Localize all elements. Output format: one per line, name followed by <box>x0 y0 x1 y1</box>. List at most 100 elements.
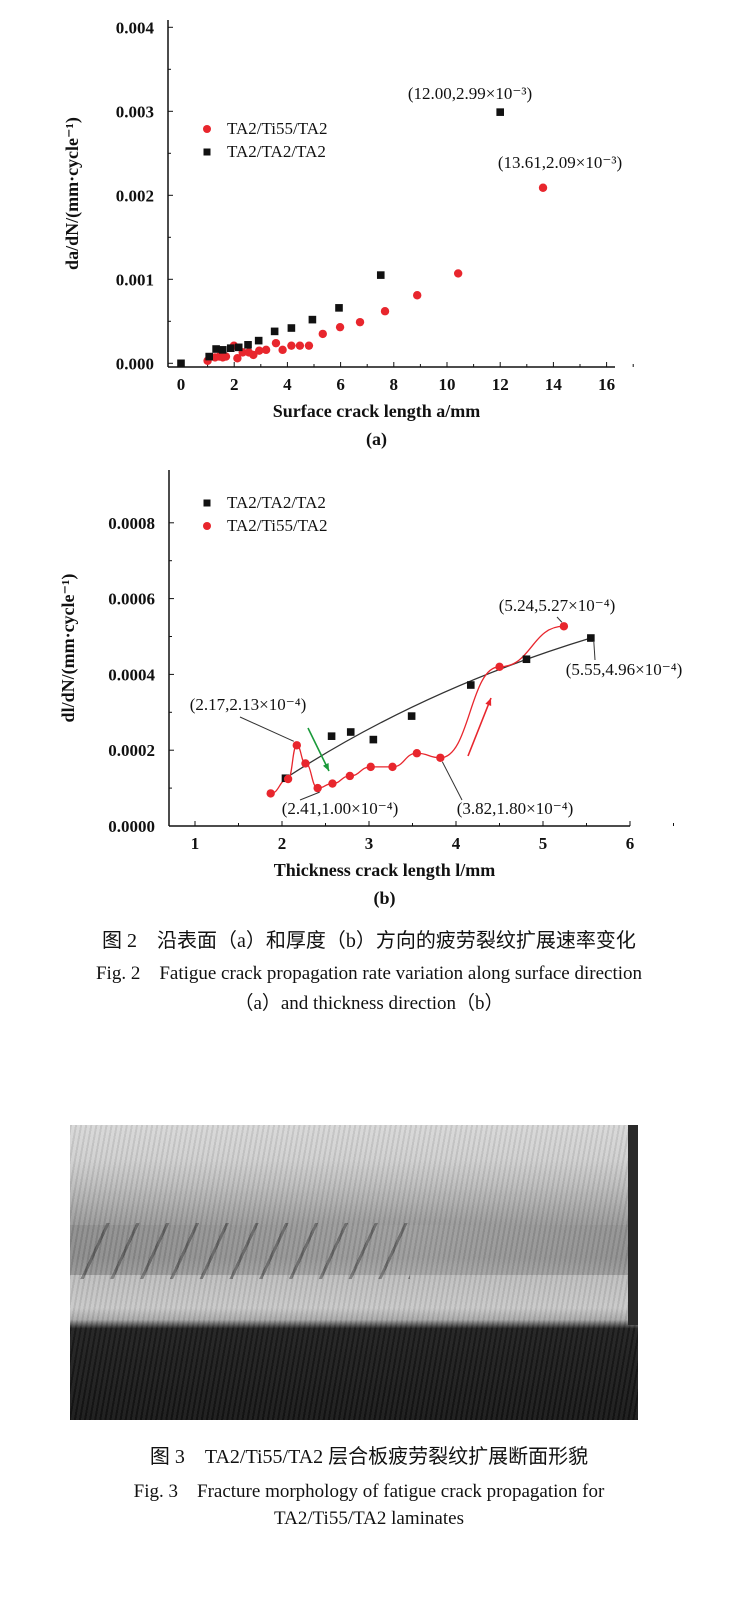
line-ti55 <box>270 625 564 795</box>
x-tick-label: 2 <box>230 375 239 394</box>
y-tick-label: 0.003 <box>116 102 154 121</box>
x-tick-label: 10 <box>439 375 456 394</box>
data-point-TA2/TA2/TA2 <box>496 108 504 116</box>
data-point-TA2/TA2/TA2 <box>177 359 185 368</box>
y-tick-label: 0.0004 <box>108 665 155 684</box>
panel-label: (b) <box>374 888 396 909</box>
x-tick-label: 4 <box>283 375 292 394</box>
data-point-TA2/TA2/TA2 <box>327 732 336 740</box>
fig3-caption-en-line2: TA2/Ti55/TA2 laminates <box>274 1508 464 1529</box>
annotation-label: (2.41,1.00×10⁻⁴) <box>282 799 399 818</box>
data-point-TA2/TA2/TA2 <box>270 327 279 336</box>
legend-label: TA2/Ti55/TA2 <box>227 119 328 138</box>
data-point-TA2/Ti55/TA2 <box>388 762 397 772</box>
x-tick-label: 6 <box>626 834 635 853</box>
legend-label: TA2/Ti55/TA2 <box>227 516 328 535</box>
y-tick-label: 0.002 <box>116 186 154 205</box>
data-point-TA2/Ti55/TA2 <box>328 779 337 788</box>
x-tick-label: 14 <box>545 375 563 394</box>
annotation-label: (12.00,2.99×10⁻³) <box>408 84 532 103</box>
data-point-TA2/Ti55/TA2 <box>559 622 569 631</box>
annotation-label: (2.17,2.13×10⁻⁴) <box>190 695 307 714</box>
data-point-TA2/TA2/TA2 <box>287 324 296 332</box>
data-point-TA2/Ti55/TA2 <box>221 352 231 361</box>
x-tick-label: 6 <box>336 375 345 394</box>
photo-texture <box>70 1125 638 1420</box>
x-tick-label: 5 <box>539 834 548 853</box>
legend-marker <box>203 125 211 133</box>
data-point-TA2/TA2/TA2 <box>587 634 595 642</box>
annotation-leader <box>239 716 294 742</box>
data-point-TA2/Ti55/TA2 <box>412 749 422 758</box>
x-tick-label: 0 <box>177 375 186 394</box>
data-point-TA2/Ti55/TA2 <box>538 183 548 192</box>
legend-label: TA2/TA2/TA2 <box>227 493 326 512</box>
data-point-TA2/Ti55/TA2 <box>292 741 301 750</box>
x-axis-label: Thickness crack length l/mm <box>274 860 496 880</box>
fig2-caption-en-line2: （a）and thickness direction（b） <box>234 993 504 1014</box>
data-point-TA2/Ti55/TA2 <box>233 354 242 363</box>
legend-marker <box>203 499 211 507</box>
data-point-TA2/Ti55/TA2 <box>495 662 504 672</box>
data-point-TA2/TA2/TA2 <box>466 681 475 689</box>
data-point-TA2/Ti55/TA2 <box>266 789 275 798</box>
data-point-TA2/Ti55/TA2 <box>436 753 445 762</box>
y-axis-label: dl/dN/(mm·cycle⁻¹) <box>58 574 79 723</box>
data-point-TA2/TA2/TA2 <box>205 352 213 361</box>
x-tick-label: 16 <box>598 375 615 394</box>
green-arrow <box>307 727 330 772</box>
annotation-label: (5.55,4.96×10⁻⁴) <box>566 660 683 679</box>
fig3-caption-en-line1: Fig. 3 Fracture morphology of fatigue cr… <box>133 1481 605 1502</box>
data-point-TA2/Ti55/TA2 <box>345 771 355 781</box>
data-point-TA2/Ti55/TA2 <box>313 783 322 793</box>
photo-edge <box>628 1125 638 1325</box>
data-point-TA2/Ti55/TA2 <box>355 317 365 327</box>
data-point-TA2/TA2/TA2 <box>226 344 235 352</box>
x-tick-label: 3 <box>365 834 374 853</box>
data-point-TA2/Ti55/TA2 <box>380 307 390 316</box>
chart-b: 1 2 3 4 5 6 0.0000 0.0002 0.0004 0.0006 0.0008 Thic… <box>58 470 682 909</box>
fracture-photo <box>70 1125 638 1420</box>
panel-label: (a) <box>366 429 387 450</box>
green-arrow-head <box>322 763 329 771</box>
data-point-TA2/TA2/TA2 <box>335 304 343 312</box>
y-axis-label: da/dN/(mm·cycle⁻¹) <box>62 117 83 270</box>
annotation-leader <box>593 641 596 661</box>
data-point-TA2/Ti55/TA2 <box>301 759 310 768</box>
annotation-leader <box>556 616 563 623</box>
data-point-TA2/Ti55/TA2 <box>413 291 422 300</box>
data-point-TA2/Ti55/TA2 <box>249 350 258 360</box>
data-point-TA2/Ti55/TA2 <box>366 762 375 772</box>
y-tick-label: 0.004 <box>116 18 155 37</box>
figure-charts: 0 2 4 6 8 10 12 14 160.0000.0010.0020.0030.004Su… <box>58 18 682 909</box>
red-arrow <box>467 697 492 757</box>
data-point-TA2/Ti55/TA2 <box>295 341 305 350</box>
x-tick-label: 1 <box>191 834 200 853</box>
y-tick-label: 0.0006 <box>108 590 155 609</box>
data-point-TA2/TA2/TA2 <box>308 315 317 324</box>
data-point-TA2/TA2/TA2 <box>254 336 263 345</box>
data-point-TA2/Ti55/TA2 <box>453 269 463 278</box>
data-point-TA2/TA2/TA2 <box>218 346 227 354</box>
data-point-TA2/Ti55/TA2 <box>271 338 281 348</box>
annotation-leader <box>441 761 463 801</box>
annotation-label: (3.82,1.80×10⁻⁴) <box>457 799 574 818</box>
data-point-TA2/TA2/TA2 <box>346 728 355 736</box>
legend-marker <box>203 148 211 156</box>
data-point-TA2/Ti55/TA2 <box>283 774 293 784</box>
data-point-TA2/Ti55/TA2 <box>318 329 327 339</box>
y-tick-label: 0.0008 <box>108 514 155 533</box>
data-point-TA2/TA2/TA2 <box>244 341 252 349</box>
red-arrow-head <box>485 698 492 706</box>
photo-ti55-layer <box>70 1225 638 1275</box>
fig3-caption-cn: 图 3 TA2/Ti55/TA2 层合板疲劳裂纹扩展断面形貌 <box>149 1446 589 1468</box>
data-point-TA2/TA2/TA2 <box>234 343 243 352</box>
y-tick-label: 0.001 <box>116 270 154 289</box>
y-tick-label: 0.0002 <box>108 741 155 760</box>
y-tick-label: 0.000 <box>116 354 154 373</box>
x-tick-label: 8 <box>390 375 399 394</box>
legend-label: TA2/TA2/TA2 <box>227 142 326 161</box>
data-point-TA2/Ti55/TA2 <box>261 345 271 355</box>
x-axis-label: Surface crack length a/mm <box>273 401 480 421</box>
annotation-label: (5.24,5.27×10⁻⁴) <box>499 596 616 615</box>
